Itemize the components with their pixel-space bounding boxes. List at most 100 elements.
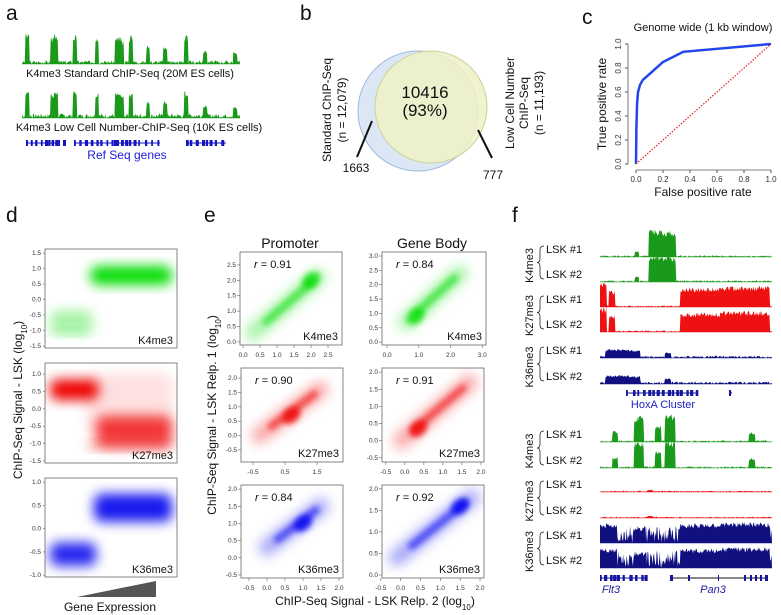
r-symbol: r bbox=[396, 492, 401, 504]
correlation-label: r = 0.91 bbox=[396, 375, 434, 387]
gene-exon bbox=[30, 140, 33, 146]
brace-icon bbox=[536, 480, 545, 516]
y-tick-label: 1.0 bbox=[369, 529, 378, 536]
gene-label-pan3: Pan3 bbox=[700, 584, 727, 596]
gene-exon bbox=[629, 575, 633, 581]
density-cloud bbox=[245, 269, 326, 341]
y-tick-label: 1.0 bbox=[32, 266, 41, 273]
gene-exon bbox=[26, 140, 28, 146]
y-tick-label: 1.5 bbox=[228, 389, 237, 396]
density-core bbox=[262, 278, 316, 326]
y-tick-label: -0.5 bbox=[367, 455, 379, 462]
gene-exon bbox=[635, 575, 638, 581]
panel-label-b: b bbox=[300, 2, 312, 25]
signal-track bbox=[600, 307, 772, 332]
replicate-label: LSK #1 bbox=[546, 345, 582, 357]
y-tick-label: 2.0 bbox=[369, 486, 378, 493]
scatter-density-promoter-k27me3: -0.5 0.5 1.5 -0.5 0.0 0.5 1.0 1.5 2.0 r = 0.90 K27… bbox=[226, 367, 344, 476]
gene-exon bbox=[718, 575, 719, 581]
gene-exon bbox=[670, 575, 673, 581]
panel-label-e: e bbox=[204, 204, 216, 227]
gene-exon bbox=[58, 140, 61, 146]
roc-y-tick-label: 0.4 bbox=[614, 110, 623, 122]
signal-track bbox=[600, 375, 772, 384]
gene-exon bbox=[138, 140, 140, 146]
y-tick-label: 0.5 bbox=[228, 418, 237, 425]
track-group-k27me3: K27me3 LSK #1 LSK #2 bbox=[524, 282, 772, 336]
low-cell-chipseq-track bbox=[22, 91, 240, 118]
correlation-label: r = 0.84 bbox=[255, 492, 293, 504]
y-tick-label: 3.0 bbox=[369, 253, 378, 260]
replicate-label: LSK #2 bbox=[546, 319, 582, 331]
gene-exon bbox=[90, 140, 94, 146]
track-group-label: K36me3 bbox=[524, 347, 536, 388]
brace-icon bbox=[536, 295, 545, 330]
gene-exon bbox=[610, 575, 613, 581]
x-tick-label: 2.0 bbox=[335, 585, 344, 592]
gene-exon bbox=[679, 390, 683, 396]
x-tick-label: -0.5 bbox=[247, 469, 259, 476]
r-symbol: r bbox=[255, 375, 260, 387]
gene-exon bbox=[35, 140, 38, 146]
x-tick-label: 1.5 bbox=[456, 585, 465, 592]
replicate-label: LSK #2 bbox=[546, 269, 582, 281]
density-blob bbox=[50, 329, 93, 336]
x-tick-label: 1.5 bbox=[313, 469, 322, 476]
y-tick-label: 1.0 bbox=[369, 403, 378, 410]
track-group-k36me3: K36me3 LSK #1 LSK #2 bbox=[524, 522, 772, 572]
r-value: = 0.90 bbox=[259, 375, 293, 387]
gene-exon bbox=[221, 140, 225, 146]
correlation-label: r = 0.91 bbox=[254, 259, 292, 271]
y-tick-label: 0.5 bbox=[32, 388, 41, 395]
panel-e-replicate-density: Promoter Gene Body ChIP-Seq Signal - LSK… bbox=[205, 235, 487, 612]
panel-d-expression-density: ChIP-Seq Signal - LSK (log10) Gene Expre… bbox=[11, 248, 178, 614]
x-tick-label: 1.5 bbox=[457, 469, 466, 476]
gene-exon bbox=[652, 390, 655, 396]
gene-exon bbox=[613, 575, 617, 581]
track-label-standard: K4me3 Standard ChIP-Seq (20M ES cells) bbox=[26, 68, 234, 80]
roc-y-tick-label: 0.2 bbox=[614, 134, 623, 146]
signal-track bbox=[600, 254, 772, 282]
density-subplot-k27me3: 1.0 0.5 0.0 -0.5 -1.0 -1.5 K27me3 bbox=[30, 362, 178, 465]
y-tick-label: 2.0 bbox=[369, 369, 378, 376]
venn-overlap-count: 10416 bbox=[401, 83, 448, 102]
density-cloud bbox=[50, 493, 172, 566]
gene-exon bbox=[729, 390, 732, 396]
expression-gradient-triangle bbox=[77, 581, 156, 597]
subplot-mark-label: K36me3 bbox=[439, 564, 480, 576]
signal-track bbox=[600, 522, 772, 543]
gene-exon bbox=[44, 140, 49, 146]
y-tick-label: -1.5 bbox=[30, 458, 42, 465]
x-tick-label: 1.0 bbox=[438, 469, 447, 476]
r-symbol: r bbox=[396, 375, 401, 387]
density-cloud bbox=[251, 381, 329, 444]
x-tick-label: 0.5 bbox=[416, 585, 425, 592]
x-tick-label: 0.0 bbox=[239, 352, 248, 359]
signal-track bbox=[600, 547, 772, 568]
x-tick-label: 1.0 bbox=[298, 585, 307, 592]
x-tick-label: 0.5 bbox=[280, 585, 289, 592]
density-core bbox=[412, 274, 459, 317]
y-tick-label: 0.0 bbox=[369, 339, 378, 346]
scatter-density-promoter-k36me3: -0.5 0.0 0.5 1.0 1.5 2.0 -0.5 0.0 0.5 1.0 1.5 2.0 r … bbox=[226, 484, 344, 592]
x-tick-label: -0.5 bbox=[375, 585, 387, 592]
r-symbol: r bbox=[396, 259, 401, 271]
y-tick-label: 1.5 bbox=[32, 250, 41, 257]
signal-track bbox=[600, 440, 772, 468]
track-group-k36me3: K36me3 LSK #1 LSK #2 bbox=[524, 345, 772, 387]
subplot-mark-label: K4me3 bbox=[447, 331, 482, 343]
gene-exon bbox=[622, 575, 625, 581]
gene-exon bbox=[106, 140, 109, 146]
track-group-label: K4me3 bbox=[524, 248, 536, 283]
scatter-density-genebody-k4me3: 0.0 1.0 2.0 3.0 0.0 0.5 1.0 1.5 2.0 2.5 3.0 r = 0.8… bbox=[369, 251, 487, 359]
density-subplot-k36me3: 1.0 0.5 0.0 -0.5 -1.0 K36me3 bbox=[30, 477, 178, 579]
brace-icon bbox=[536, 430, 545, 466]
track-group-k27me3: K27me3 LSK #1 LSK #2 bbox=[524, 479, 772, 521]
standard-chipseq-track bbox=[22, 33, 240, 64]
density-blob bbox=[86, 374, 172, 437]
roc-x-tick-label: 1.0 bbox=[765, 175, 777, 184]
refseq-genes-track bbox=[26, 140, 226, 146]
y-tick-label: 0.0 bbox=[369, 572, 378, 579]
x-tick-label: 1.5 bbox=[316, 585, 325, 592]
